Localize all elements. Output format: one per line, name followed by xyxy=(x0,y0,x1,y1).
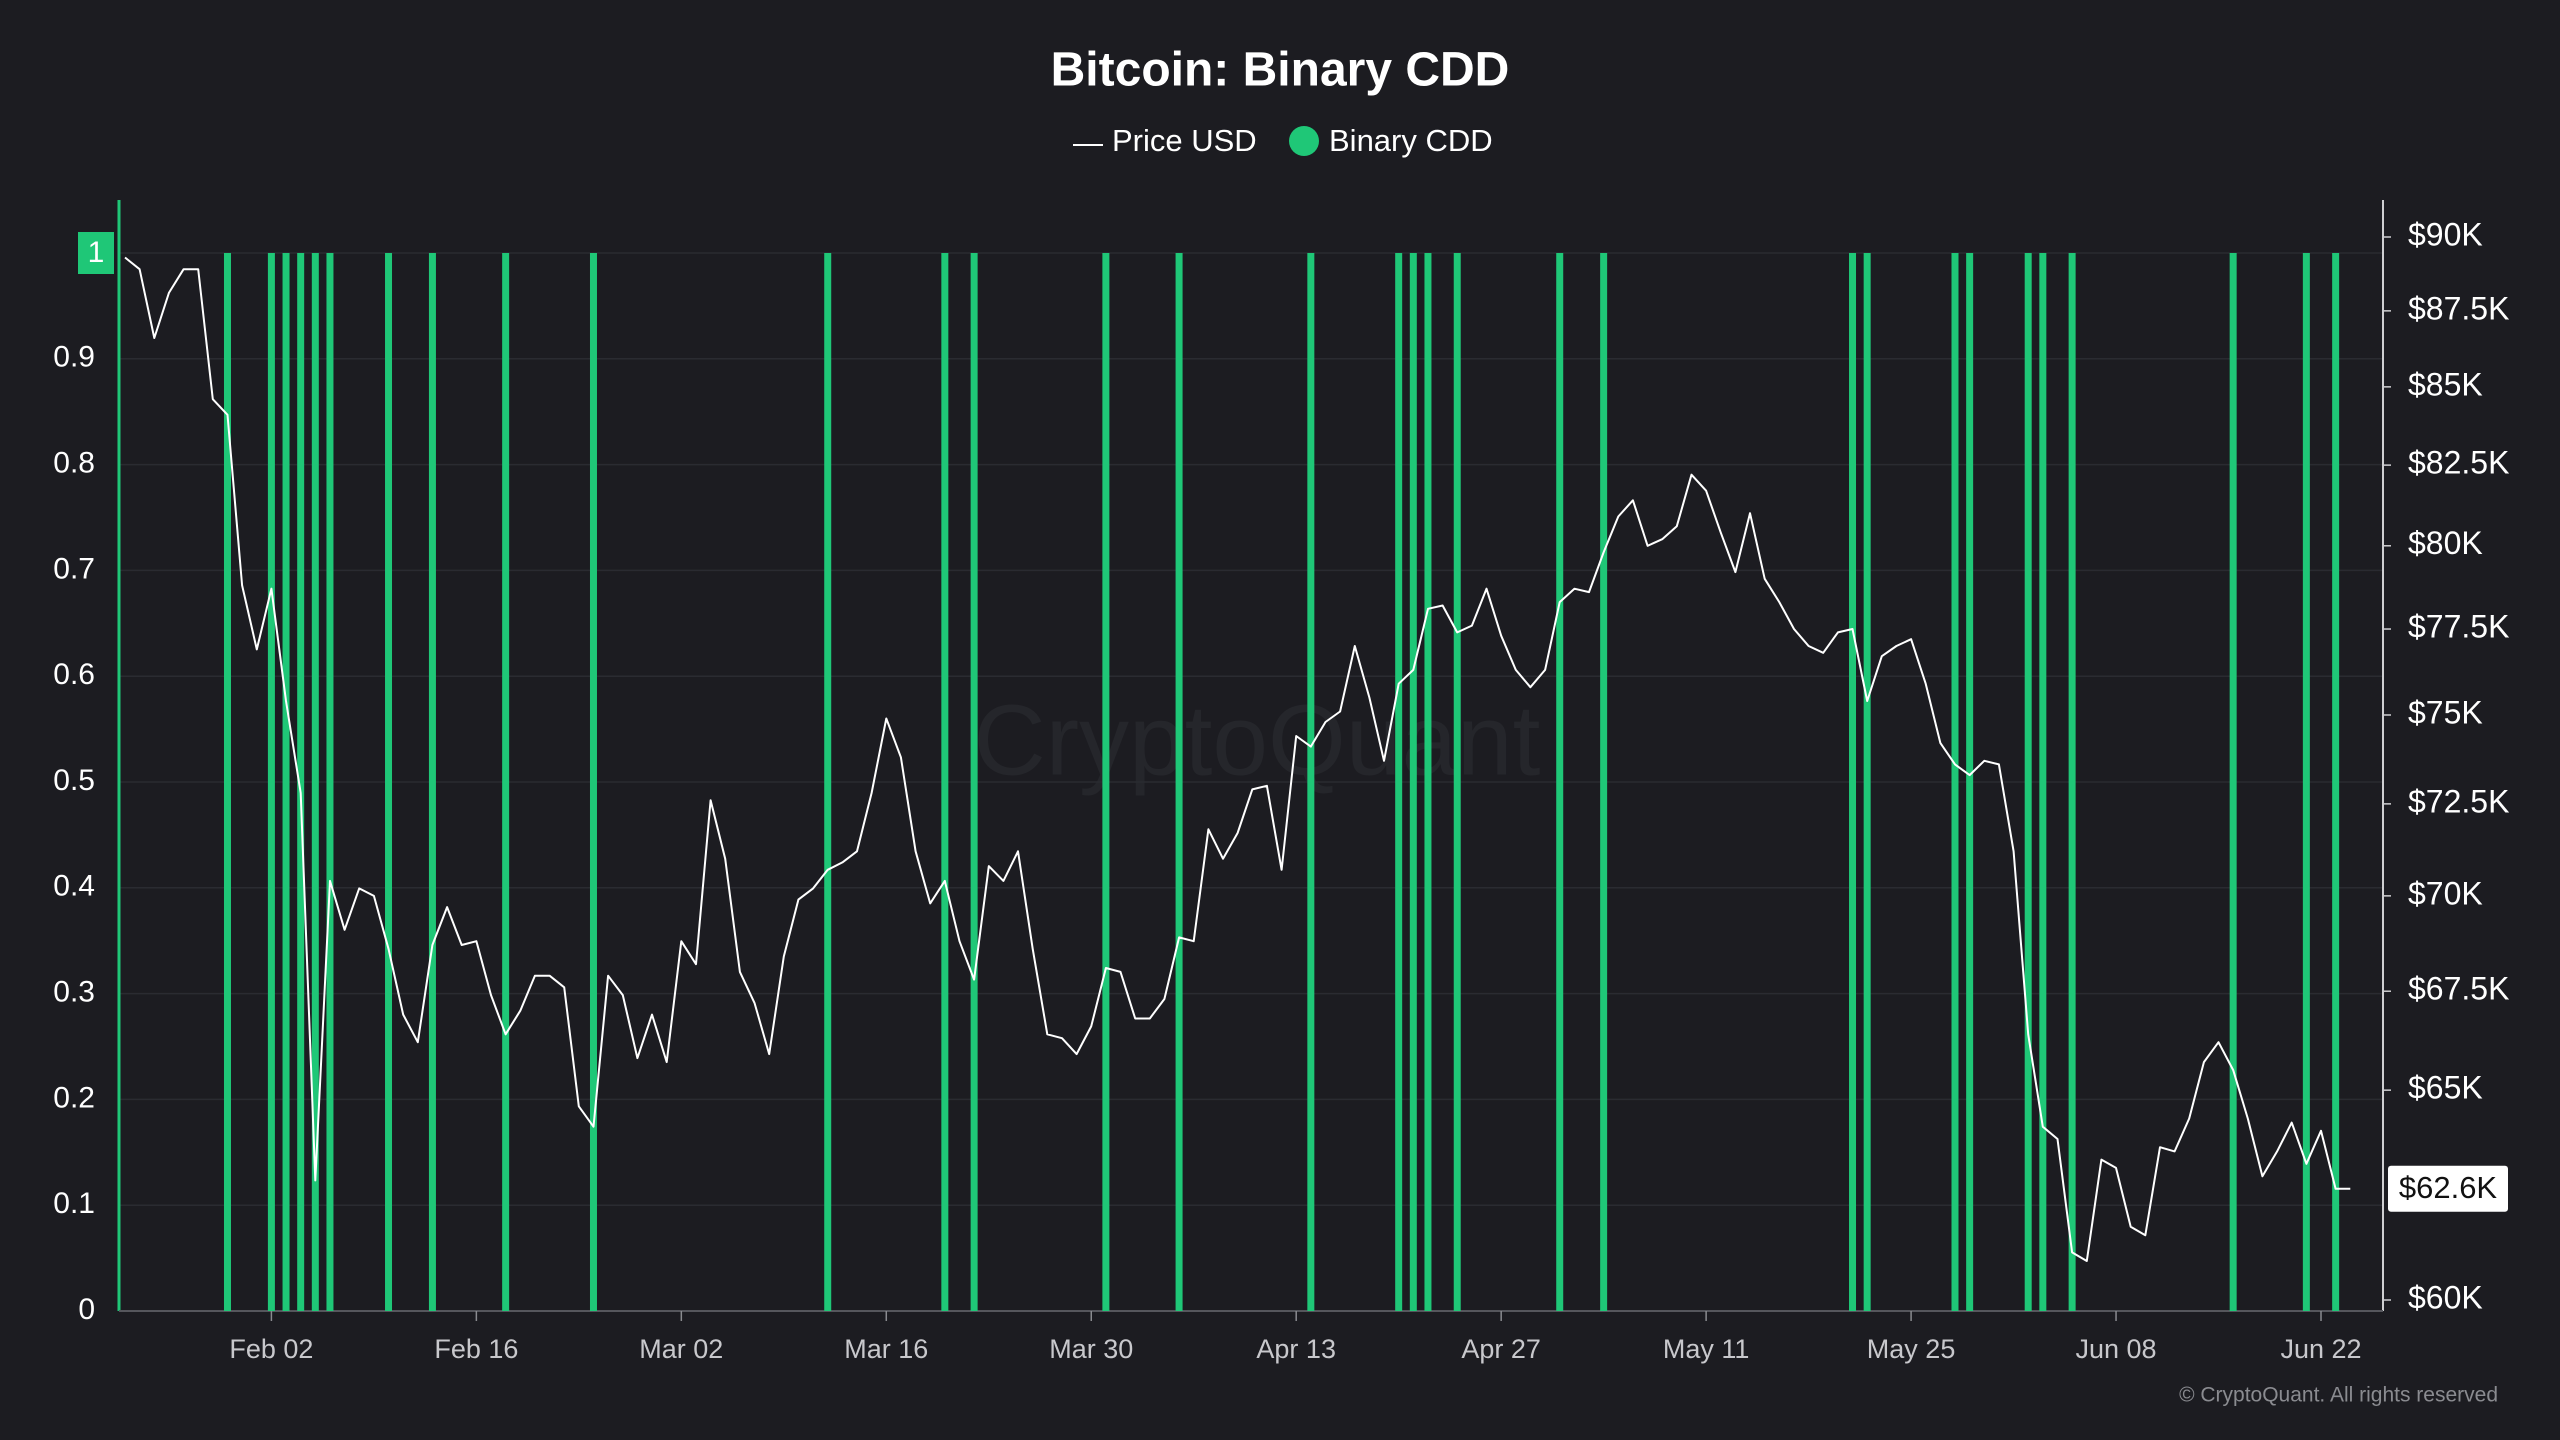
cdd-bar xyxy=(2229,253,2237,1311)
y-tick-label: 0.5 xyxy=(53,764,95,797)
cdd-bar xyxy=(1849,253,1857,1311)
y-tick-label: 0.2 xyxy=(53,1081,95,1114)
legend-label: Price USD xyxy=(1112,123,1257,158)
cdd-bar xyxy=(1102,253,1110,1311)
y-tick-highlight xyxy=(78,232,114,274)
x-tick-label: Feb 02 xyxy=(229,1334,313,1364)
current-price-box xyxy=(2388,1165,2508,1212)
cdd-bar xyxy=(502,253,510,1311)
x-tick-label: Mar 30 xyxy=(1049,1334,1133,1364)
cdd-bar xyxy=(2068,253,2076,1311)
cdd-bar xyxy=(1951,253,1959,1311)
y-tick-label: 0.1 xyxy=(53,1187,95,1220)
cdd-bar xyxy=(1175,253,1183,1311)
cdd-bar xyxy=(282,253,290,1311)
cdd-bar xyxy=(311,253,319,1311)
cdd-bar xyxy=(223,253,231,1311)
cdd-bar xyxy=(1409,253,1417,1311)
chart-title: Bitcoin: Binary CDD xyxy=(1051,44,1510,97)
y-tick-label: 0.4 xyxy=(53,870,95,903)
y-tick-label: 0.8 xyxy=(53,447,95,480)
y-tick-label: 0.6 xyxy=(53,658,95,691)
cdd-bar xyxy=(326,253,334,1311)
cdd-bar xyxy=(1453,253,1461,1311)
y2-tick-label: $85K xyxy=(2408,366,2483,402)
y2-tick-label: $72.5K xyxy=(2408,783,2509,819)
cdd-bar xyxy=(1307,253,1315,1311)
y-tick-label: 0.7 xyxy=(53,552,95,585)
cdd-bar xyxy=(589,253,597,1311)
cdd-bar xyxy=(385,253,393,1311)
x-tick-label: Mar 02 xyxy=(639,1334,723,1364)
x-tick-label: Jun 22 xyxy=(2280,1334,2361,1364)
legend-marker-dot xyxy=(1289,126,1319,156)
cdd-bar xyxy=(2024,253,2032,1311)
y-tick-label: 1 xyxy=(88,236,105,269)
cdd-bar xyxy=(970,253,978,1311)
y2-tick-label: $67.5K xyxy=(2408,971,2509,1007)
cdd-bar xyxy=(824,253,832,1311)
y2-tick-label: $80K xyxy=(2408,525,2483,561)
y2-tick-label: $60K xyxy=(2408,1279,2483,1315)
x-tick-label: Apr 27 xyxy=(1461,1334,1541,1364)
cdd-bar xyxy=(2332,253,2340,1311)
cdd-bar xyxy=(941,253,949,1311)
x-tick-label: Jun 08 xyxy=(2076,1334,2157,1364)
x-tick-label: May 11 xyxy=(1663,1334,1750,1364)
y2-tick-label: $65K xyxy=(2408,1070,2483,1106)
cdd-bar xyxy=(297,253,305,1311)
y-tick-label: 0.9 xyxy=(53,341,95,374)
x-tick-label: Feb 16 xyxy=(434,1334,518,1364)
cdd-bar xyxy=(1424,253,1432,1311)
y2-tick-label: $77.5K xyxy=(2408,608,2509,644)
cdd-bar xyxy=(1395,253,1403,1311)
cdd-bar xyxy=(1600,253,1608,1311)
y2-tick-label: $87.5K xyxy=(2408,290,2509,326)
current-price-label: $62.6K xyxy=(2399,1170,2498,1205)
y-tick-label: 0 xyxy=(78,1293,95,1326)
y2-tick-label: $70K xyxy=(2408,875,2483,911)
cdd-bar xyxy=(2302,253,2310,1311)
y2-tick-label: $75K xyxy=(2408,694,2483,730)
watermark: CryptoQuant xyxy=(974,684,1541,796)
cdd-bar xyxy=(2039,253,2047,1311)
legend-label: Binary CDD xyxy=(1329,123,1493,158)
x-tick-label: Apr 13 xyxy=(1256,1334,1336,1364)
x-tick-label: May 25 xyxy=(1867,1334,1956,1364)
copyright: © CryptoQuant. All rights reserved xyxy=(2179,1384,2498,1407)
cdd-bar xyxy=(1863,253,1871,1311)
cdd-bar xyxy=(267,253,275,1311)
x-tick-label: Mar 16 xyxy=(844,1334,928,1364)
cdd-bar xyxy=(428,253,436,1311)
y2-tick-label: $82.5K xyxy=(2408,445,2509,481)
y-tick-label: 0.3 xyxy=(53,976,95,1009)
y2-tick-label: $90K xyxy=(2408,216,2483,252)
cdd-bar xyxy=(1556,253,1564,1311)
price-line xyxy=(124,256,2351,1262)
cdd-bar xyxy=(1966,253,1974,1311)
